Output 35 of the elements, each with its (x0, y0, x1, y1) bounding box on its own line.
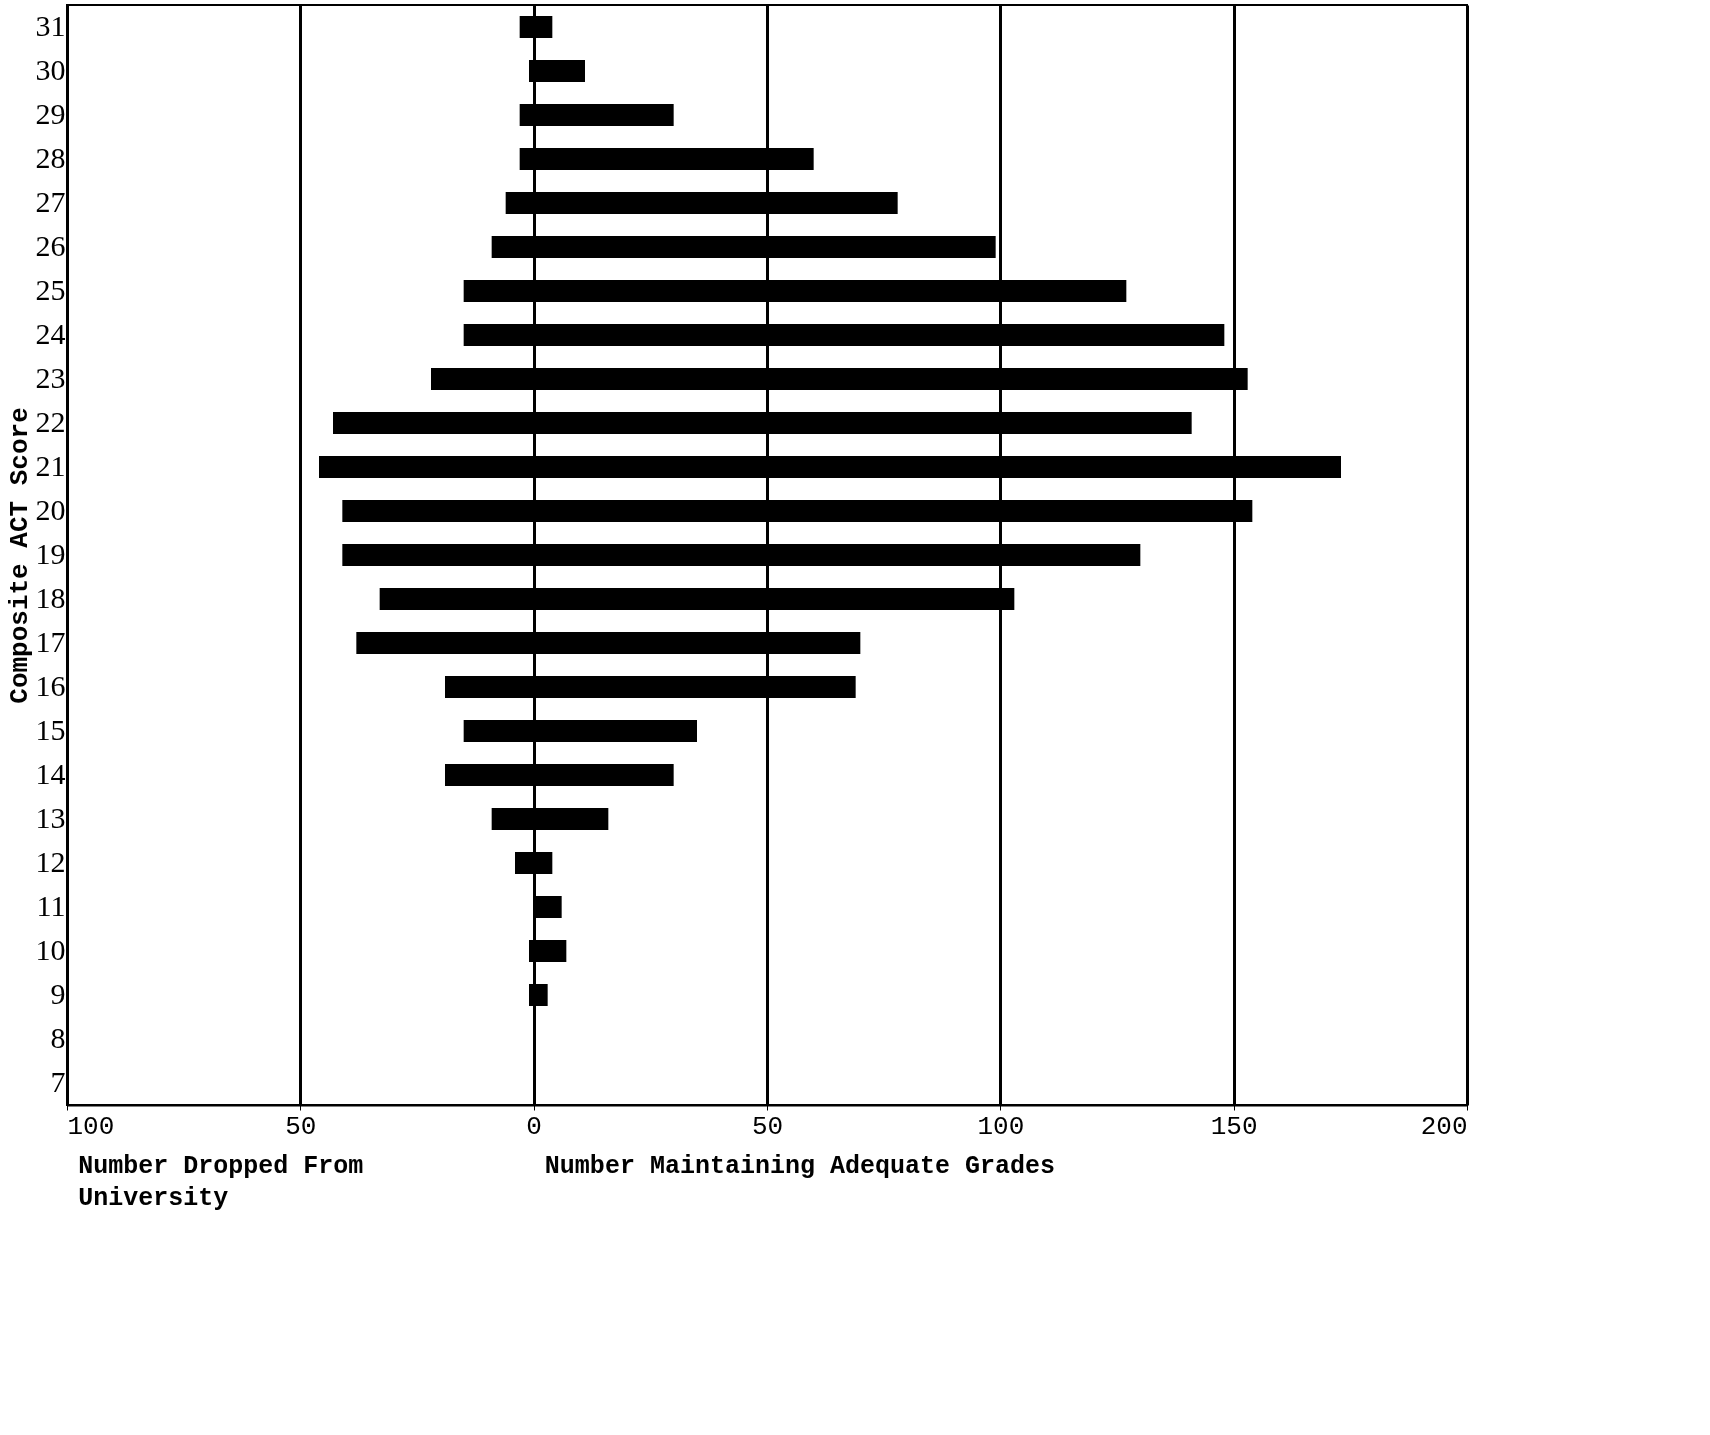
y-tick-label: 31 (35, 9, 66, 42)
y-tick-label: 14 (35, 757, 66, 790)
y-tick-label: 9 (50, 977, 66, 1010)
y-tick-label: 30 (35, 53, 66, 86)
y-tick-label: 17 (35, 625, 66, 658)
x-tick-label: 150 (1210, 1111, 1258, 1142)
y-tick-label: 24 (35, 317, 66, 350)
x-tick-label: 0 (526, 1111, 542, 1142)
y-tick-label: 12 (35, 845, 66, 878)
x-tick-label: 100 (67, 1111, 115, 1142)
y-tick-label: 15 (35, 713, 66, 746)
y-tick-label: 13 (35, 801, 66, 834)
y-tick-label: 29 (35, 97, 66, 130)
y-tick-label: 28 (35, 141, 66, 174)
text: Number Dropped From University (78, 1152, 364, 1213)
x-tick-label: 100 (977, 1111, 1025, 1142)
y-tick-label: 10 (35, 933, 66, 966)
x-tick-label: 50 (285, 1111, 317, 1142)
x-tick-label: 200 (1420, 1111, 1468, 1142)
y-tick-label: 20 (35, 493, 66, 526)
y-tick-label: 27 (35, 185, 66, 218)
y-tick-label: 18 (35, 581, 66, 614)
y-tick-label: 22 (35, 405, 66, 438)
y-tick-label: 26 (35, 229, 66, 262)
y-tick-label: 8 (50, 1021, 66, 1054)
y-tick-label: 19 (35, 537, 66, 570)
y-tick-label: 21 (35, 449, 66, 482)
y-tick-label: 16 (35, 669, 66, 702)
text: Number Maintaining Adequate Grades (544, 1152, 1055, 1181)
y-tick-label: 23 (35, 361, 66, 394)
y-tick-label: 11 (36, 889, 66, 922)
y-tick-label: 25 (35, 273, 66, 306)
y-tick-label: 7 (50, 1065, 66, 1098)
y-axis-title: Composite ACT Score (4, 407, 35, 704)
x-tick-label: 50 (751, 1111, 784, 1142)
